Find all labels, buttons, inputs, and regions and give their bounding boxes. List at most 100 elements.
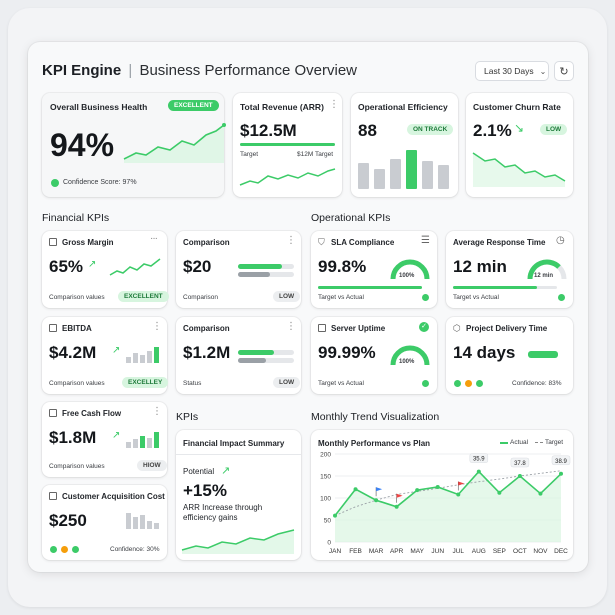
card-title: Comparison: [183, 238, 230, 247]
dashboard-panel: KPI Engine | Business Performance Overvi…: [28, 42, 588, 572]
more-icon[interactable]: ⋮: [286, 321, 296, 332]
card-footer: Target vs Actual: [453, 294, 499, 301]
comparison-card-1[interactable]: Comparison ⋮ $20 Comparison LOW: [176, 231, 301, 308]
more-icon[interactable]: ···: [150, 233, 158, 244]
server-icon: [318, 324, 326, 332]
comparison-bar-actual: [238, 264, 282, 269]
card-title: Total Revenue (ARR): [240, 102, 324, 112]
avg-response-time-card[interactable]: Average Response Time ◷ 12 min 12 min Ta…: [446, 231, 573, 308]
data-point: [476, 469, 481, 474]
arrow-down-right-icon: ↘: [514, 121, 525, 135]
customer-churn-card[interactable]: Customer Churn Rate 2.1% ↘ LOW: [466, 93, 573, 197]
fcf-bars: [126, 432, 159, 448]
ebitda-card[interactable]: EBITDA ⋮ $4.2M ↗ Comparison values EXCEL…: [42, 317, 169, 394]
comparison-bar-target: [238, 358, 266, 363]
free-cash-flow-card[interactable]: Free Cash Flow ⋮ $1.8M ↗ Comparison valu…: [42, 402, 167, 477]
operational-efficiency-card[interactable]: Operational Efficiency 88 ON TRACK: [351, 93, 458, 197]
card-title: Customer Churn Rate: [473, 102, 561, 112]
sla-progress: [318, 286, 422, 289]
more-icon[interactable]: ⋮: [152, 406, 162, 417]
x-tick-label: JUL: [452, 548, 464, 555]
target-value: $12M Target: [297, 151, 334, 158]
card-footer: Target vs Actual: [318, 380, 364, 387]
divider: [176, 454, 301, 455]
confidence-score: Confidence Score: 97%: [63, 179, 137, 186]
card-title: Overall Business Health: [50, 102, 148, 112]
arrow-up-right-icon: ↗: [112, 430, 121, 441]
card-title: Average Response Time: [453, 238, 546, 247]
response-gauge: [527, 259, 567, 280]
total-revenue-card[interactable]: Total Revenue (ARR) ⋮ $12.5M Target $12M…: [233, 93, 342, 197]
list-icon[interactable]: ☰: [421, 235, 430, 246]
kpi-value: $1.8M: [49, 428, 97, 447]
sla-compliance-card[interactable]: ⛉ SLA Compliance ☰ 99.8% 100% Target vs …: [311, 231, 437, 308]
status-ok-icon: [422, 380, 429, 387]
status-ok-icon: [558, 294, 565, 301]
data-point: [394, 504, 399, 509]
arrow-up-right-icon: ↗: [88, 259, 97, 270]
kpi-value: 99.99%: [318, 343, 376, 362]
status-badge: LOW: [540, 124, 568, 135]
potential-label: Potential: [183, 467, 215, 476]
status-ok-icon: [72, 546, 79, 553]
comparison-card-2[interactable]: Comparison ⋮ $1.2M Status LOW: [176, 317, 301, 394]
kpi-value: +15%: [183, 481, 227, 500]
refresh-button[interactable]: ↻: [554, 61, 574, 81]
legend-actual: Actual: [510, 439, 529, 446]
kpi-value: $1.2M: [183, 343, 231, 362]
y-tick-label: 0: [327, 540, 331, 547]
card-footer: Comparison values: [49, 463, 105, 470]
x-tick-label: APR: [390, 548, 404, 555]
card-footer: Confidence: 83%: [512, 380, 562, 387]
project-delivery-card[interactable]: ⬡ Project Delivery Time 14 days Confiden…: [446, 317, 573, 394]
more-icon[interactable]: ⋮: [152, 321, 162, 332]
page-title: KPI Engine | Business Performance Overvi…: [42, 62, 357, 79]
chevron-down-icon: ⌄: [539, 66, 547, 76]
card-title: EBITDA: [62, 324, 92, 333]
y-tick-label: 200: [320, 452, 331, 459]
churn-sparkline: [472, 152, 566, 187]
shield-icon: ⛉: [318, 237, 325, 247]
gross-margin-card[interactable]: Gross Margin ··· 65% ↗ Comparison values…: [42, 231, 169, 308]
date-range-select[interactable]: Last 30 Days ⌄: [475, 61, 549, 81]
chart-icon: [49, 409, 57, 417]
kpi-value: 88: [358, 121, 377, 140]
impact-desc-1: ARR Increase through: [183, 503, 263, 512]
flag-icon: [458, 481, 465, 486]
x-tick-label: JUN: [431, 548, 444, 555]
chart-icon: [49, 324, 57, 332]
card-footer: Comparison: [183, 294, 219, 301]
gauge-label: 100%: [399, 359, 415, 365]
efficiency-bar-chart: [358, 150, 449, 189]
card-footer: Confidence: 30%: [110, 546, 160, 553]
comparison-bar-target: [238, 272, 270, 277]
more-icon[interactable]: ⋮: [286, 235, 296, 246]
ebitda-bars: [126, 347, 159, 363]
margin-sparkline: [109, 258, 161, 276]
refresh-icon: ↻: [559, 65, 569, 78]
kpi-value: $12.5M: [240, 121, 297, 140]
customer-acquisition-cost-card[interactable]: Customer Acquisition Cost $250 Confidenc…: [42, 485, 167, 560]
more-icon[interactable]: ⋮: [329, 99, 339, 110]
annotation-label: 37.8: [514, 461, 526, 467]
card-title: Project Delivery Time: [466, 324, 548, 333]
x-tick-label: JAN: [329, 548, 342, 555]
financial-impact-card[interactable]: Financial Impact Summary Potential ↗ +15…: [176, 430, 301, 560]
overall-health-card[interactable]: Overall Business Health EXCELLENT 94% Co…: [42, 93, 226, 197]
annotation-box: [510, 457, 530, 468]
monthly-trend-card[interactable]: Monthly Performance vs Plan Actual Targe…: [311, 430, 573, 560]
brand-name: KPI Engine: [42, 62, 122, 79]
data-point: [333, 513, 337, 518]
server-uptime-card[interactable]: Server Uptime ✓ 99.99% 100% Target vs Ac…: [311, 317, 437, 394]
status-badge: EXCELLENT: [168, 100, 219, 111]
legend-target-swatch: [535, 442, 543, 443]
data-point: [374, 498, 379, 503]
status-badge: LOW: [273, 377, 301, 388]
kpi-value: 65%: [49, 257, 84, 276]
section-operational-kpis: Operational KPIs: [311, 212, 391, 224]
status-badge: ON TRACK: [407, 124, 454, 135]
card-title: Gross Margin: [62, 238, 114, 247]
card-title: Customer Acquisition Cost: [62, 492, 165, 501]
impact-area-chart: [181, 529, 295, 554]
